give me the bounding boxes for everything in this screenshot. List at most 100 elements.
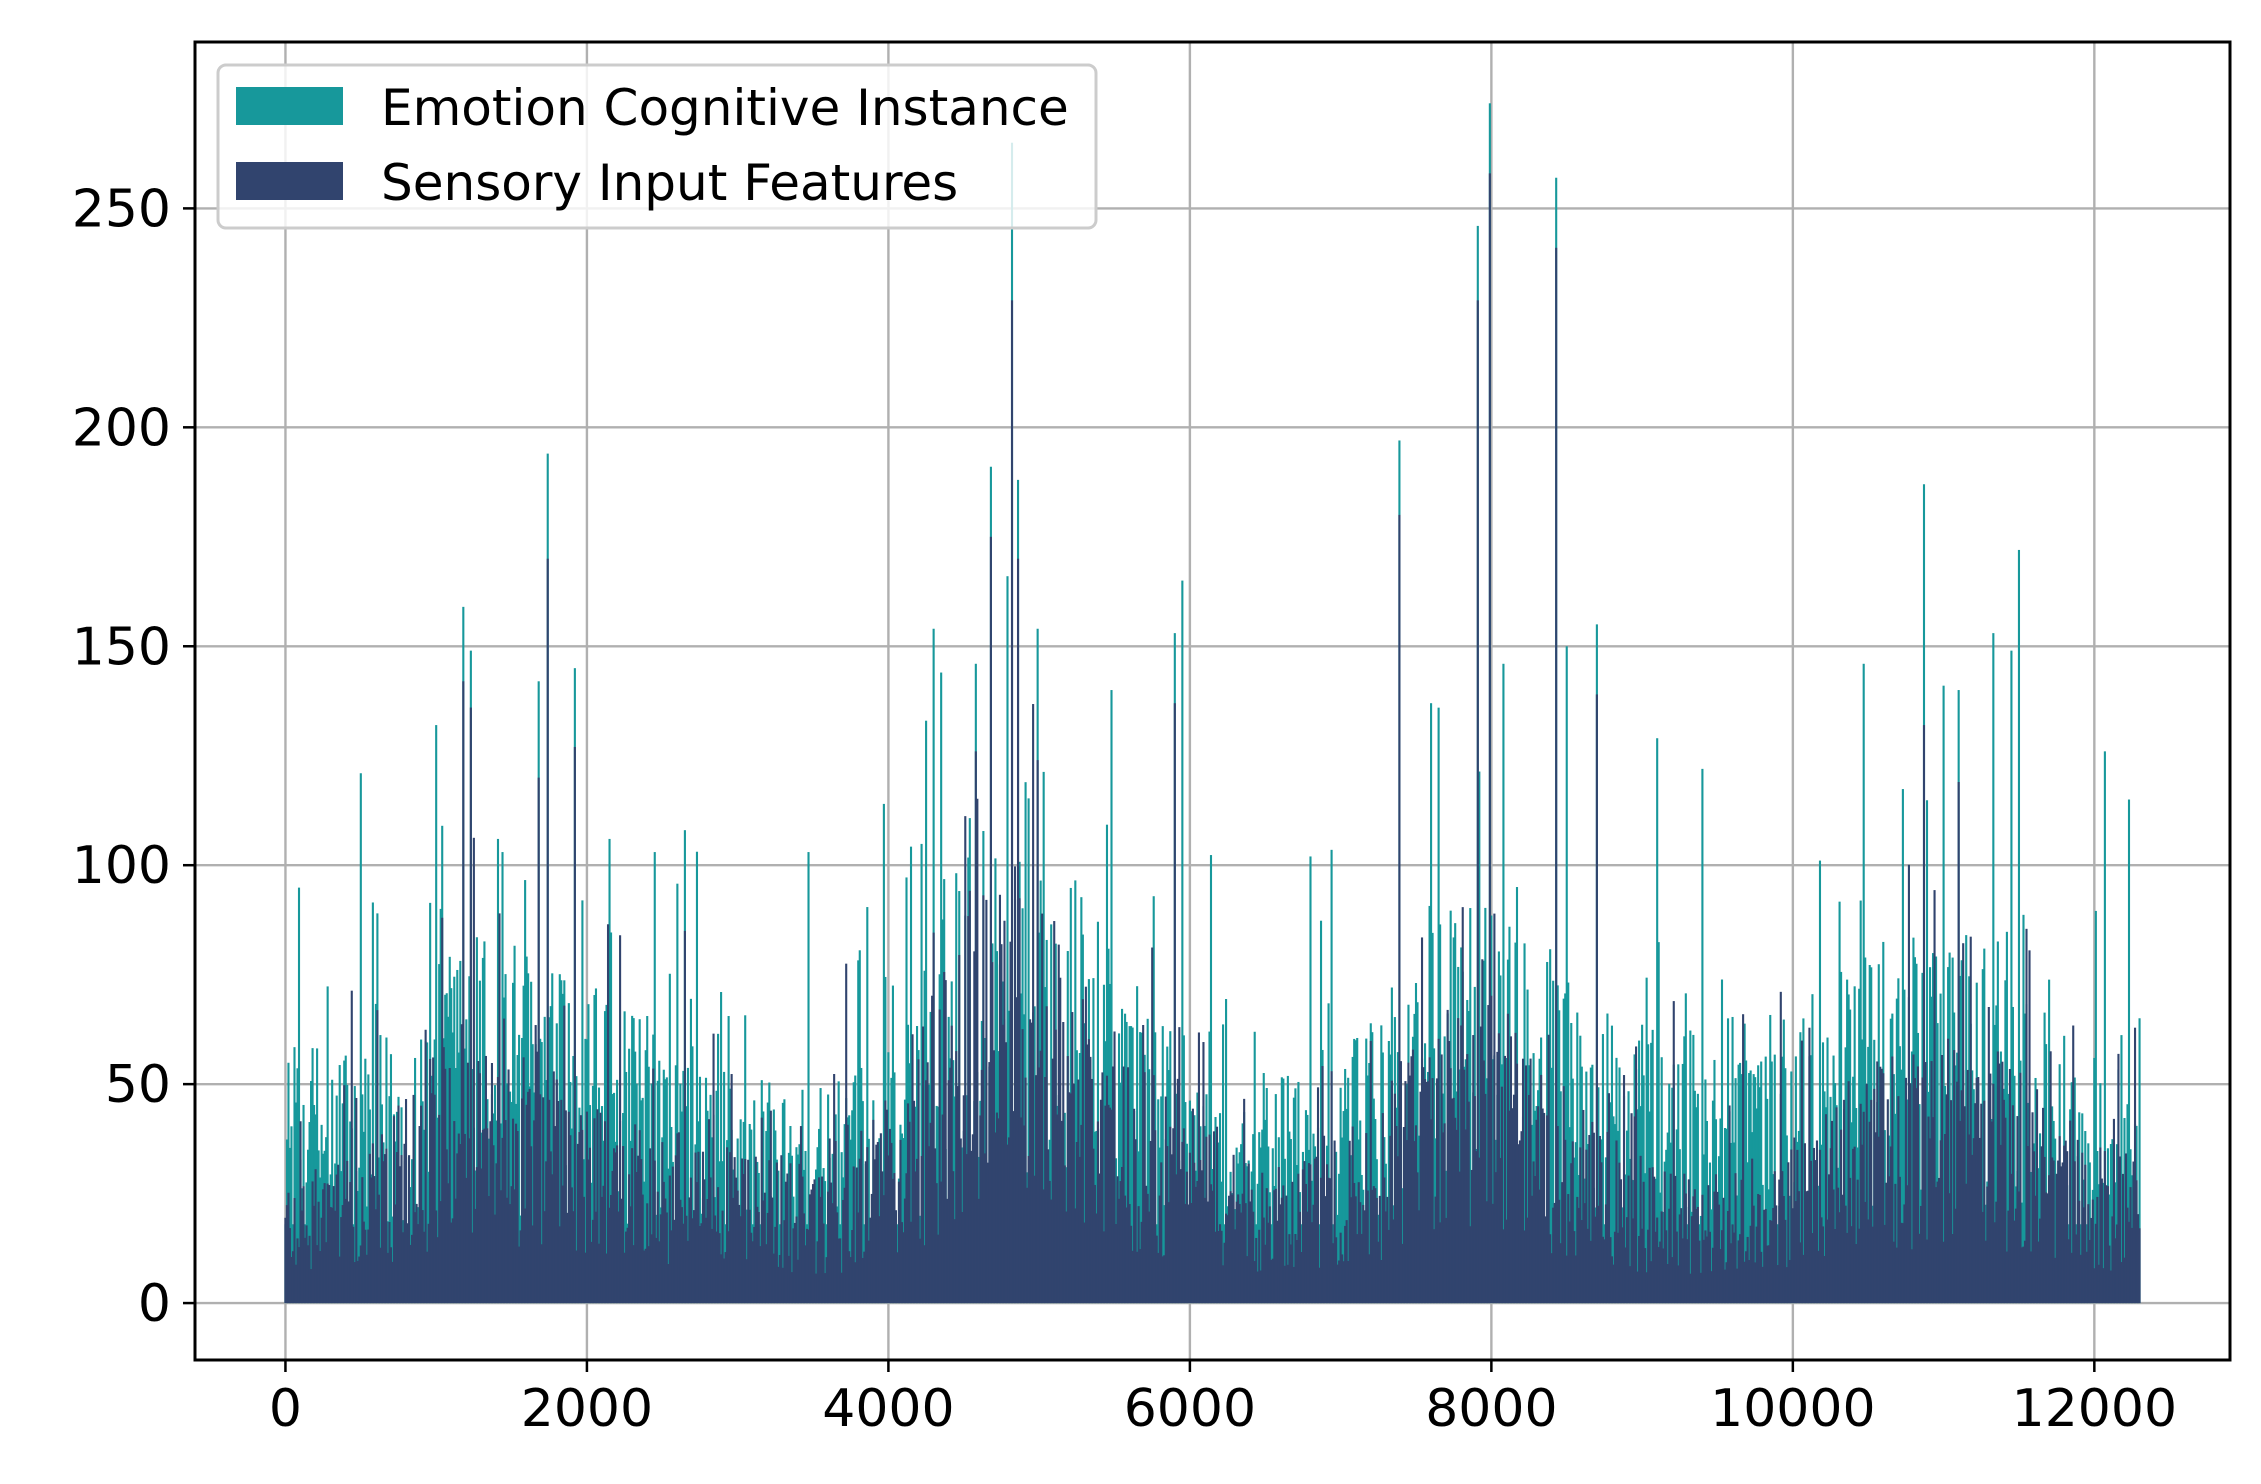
bar <box>1538 1189 1541 1304</box>
bar <box>477 1061 480 1304</box>
bar <box>1739 1062 1742 1304</box>
bar <box>1259 1270 1262 1304</box>
bar <box>1692 1196 1695 1304</box>
bar <box>465 1019 468 1304</box>
bar <box>1793 1137 1796 1304</box>
bar <box>1292 1097 1295 1304</box>
bar <box>851 1110 854 1304</box>
bar <box>2072 1025 2075 1304</box>
bar <box>1567 982 1570 1304</box>
bar <box>1859 1103 1862 1304</box>
bar <box>1883 1130 1886 1304</box>
bar <box>1035 1075 1038 1304</box>
bar <box>1925 1239 1929 1304</box>
bar <box>493 1085 497 1304</box>
bar <box>1728 1105 1731 1304</box>
bar <box>362 1131 365 1304</box>
bar <box>501 852 504 1304</box>
bar <box>1497 1033 1500 1304</box>
bar <box>1992 633 1995 1304</box>
bar <box>1027 1155 1030 1304</box>
bar <box>597 1243 601 1304</box>
bar <box>297 1247 301 1304</box>
bar <box>2070 1252 2073 1304</box>
bar <box>1353 1182 1356 1304</box>
bar <box>1184 1203 1187 1304</box>
bar <box>563 1005 566 1304</box>
bar <box>1142 1025 1145 1304</box>
bar <box>567 1111 570 1304</box>
bar <box>1482 1060 1485 1304</box>
bar <box>1479 1026 1482 1304</box>
bar <box>943 971 946 1304</box>
bar <box>1628 1158 1632 1304</box>
bar <box>676 1133 679 1304</box>
bar <box>695 851 699 1304</box>
bar <box>649 1148 652 1304</box>
bar <box>432 1057 435 1304</box>
bar <box>584 1038 587 1304</box>
bar <box>629 1206 632 1304</box>
bar <box>551 973 554 1304</box>
bar <box>1191 1108 1194 1304</box>
bar <box>1185 1171 1188 1304</box>
bar <box>697 1151 700 1304</box>
bar <box>1140 1221 1143 1304</box>
bar <box>474 1208 477 1304</box>
bar <box>2120 1035 2123 1304</box>
bar <box>1401 1243 1404 1304</box>
bar <box>1647 1044 1650 1304</box>
bar <box>1454 1117 1457 1304</box>
bar <box>2081 1152 2084 1304</box>
bar <box>1638 1236 1641 1304</box>
bar <box>1211 1190 1214 1304</box>
y-tick-label: 150 <box>72 617 171 677</box>
bar <box>977 1198 980 1304</box>
bar <box>765 1131 768 1304</box>
y-tick-label: 50 <box>105 1055 171 1115</box>
bar <box>1119 1181 1122 1304</box>
bar <box>1212 1131 1216 1304</box>
bar <box>1984 1240 1987 1304</box>
bar <box>2046 1193 2049 1304</box>
bar <box>510 1186 513 1304</box>
bar <box>1318 1267 1321 1304</box>
bar <box>1710 1209 1713 1304</box>
bar <box>1538 1058 1541 1304</box>
bar <box>2010 1173 2013 1304</box>
bar <box>308 1122 311 1304</box>
bar <box>863 1251 866 1304</box>
bar <box>885 1109 888 1304</box>
bar <box>1635 1046 1638 1304</box>
bar <box>1461 907 1464 1304</box>
bar <box>1304 1183 1308 1304</box>
bar <box>971 1134 974 1304</box>
bar <box>1784 1219 1787 1304</box>
bar <box>1182 1128 1185 1304</box>
bar <box>1916 1066 1920 1304</box>
bar <box>658 1241 661 1304</box>
bar <box>1855 1108 1858 1304</box>
bar <box>1295 1240 1298 1304</box>
bar <box>1838 901 1841 1304</box>
bar <box>2127 1221 2131 1304</box>
bar <box>519 1230 522 1304</box>
bar <box>804 1245 807 1304</box>
bar <box>1824 1114 1828 1304</box>
bar <box>1544 1216 1547 1304</box>
bar <box>540 1042 543 1304</box>
bar <box>1368 1063 1371 1304</box>
bar <box>1024 1077 1027 1304</box>
bar <box>362 1221 365 1304</box>
bar <box>1280 1077 1283 1304</box>
bar <box>427 1223 430 1304</box>
bar <box>1371 1189 1374 1304</box>
bar <box>1791 1208 1794 1304</box>
bar <box>1933 890 1936 1304</box>
bar <box>1737 1240 1740 1304</box>
bar <box>958 954 961 1304</box>
bar <box>1252 1211 1255 1304</box>
bar <box>2100 1178 2103 1304</box>
bar <box>1033 1006 1036 1304</box>
bar <box>572 1056 575 1304</box>
